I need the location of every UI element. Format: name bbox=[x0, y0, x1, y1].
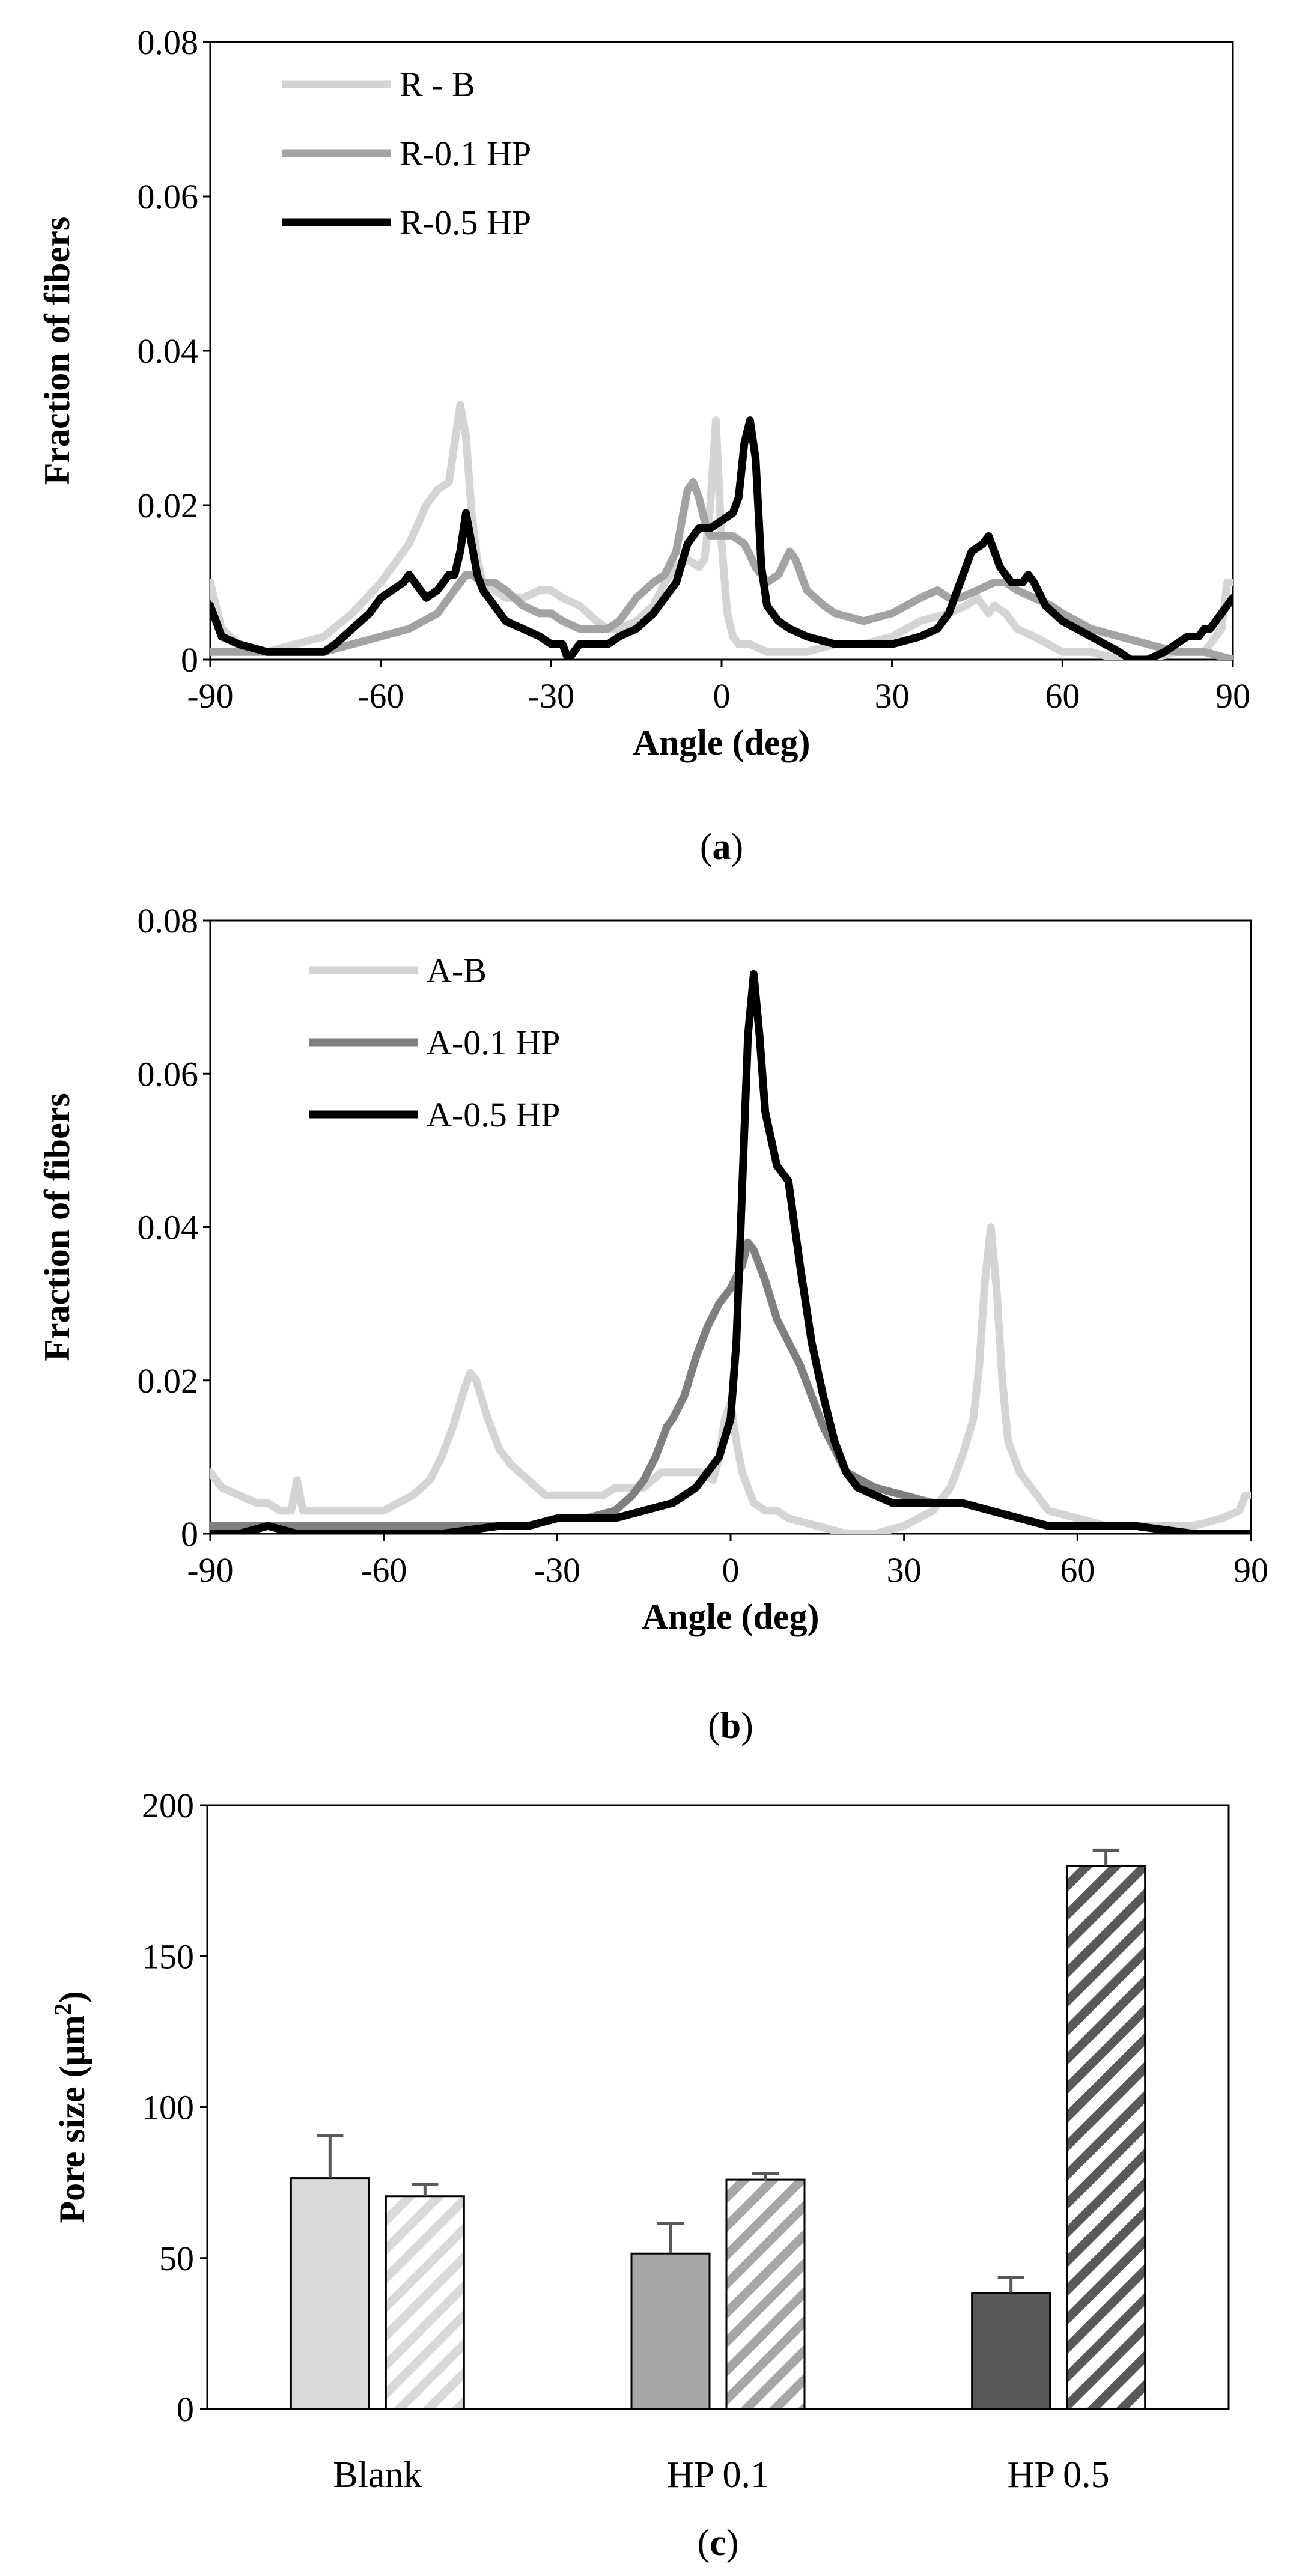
caption-letter: c bbox=[710, 2523, 726, 2563]
caption-close: ) bbox=[726, 2523, 739, 2563]
caption-close: ) bbox=[741, 1706, 753, 1746]
x-axis-label: Angle (deg) bbox=[642, 1597, 820, 1636]
bar-a-3 bbox=[1066, 1865, 1146, 2410]
x-tick-label: 30 bbox=[875, 676, 910, 715]
series-line-2 bbox=[210, 478, 1233, 660]
y-tick-label: 0 bbox=[177, 2390, 194, 2429]
legend-label-1: A-B bbox=[427, 951, 487, 990]
series-line-1 bbox=[210, 401, 1233, 660]
plot-area-frame bbox=[209, 919, 1252, 1535]
x-tick-label: -90 bbox=[187, 676, 233, 715]
y-tick-label: 0.02 bbox=[138, 486, 199, 525]
y-axis-label: Fraction of fibers bbox=[37, 217, 77, 485]
y-axis-label-close: ) bbox=[52, 1991, 92, 2003]
y-axis-label-sup: 2 bbox=[49, 2003, 76, 2015]
caption-open: ( bbox=[700, 827, 713, 867]
x-tick-label: -90 bbox=[187, 1551, 233, 1590]
y-tick-label: 0.06 bbox=[138, 1054, 199, 1093]
chart-a: 0 0.02 0.04 0.06 0.08 -90 -60 -30 0 30 60 90 Angle (… bbox=[37, 23, 1250, 867]
x-category-label: HP 0.1 bbox=[667, 2455, 769, 2496]
legend-label-3: R-0.5 HP bbox=[400, 203, 531, 242]
chart-b: 0 0.02 0.04 0.06 0.08 -90 -60 -30 0 30 60 90 Angle (… bbox=[37, 901, 1268, 1746]
y-tick-label: 0 bbox=[181, 1514, 198, 1554]
x-category-label: Blank bbox=[333, 2455, 422, 2496]
bar-r-1 bbox=[290, 2177, 370, 2410]
legend-label-2: R-0.1 HP bbox=[400, 134, 531, 173]
panel-caption: (a) bbox=[700, 827, 743, 867]
legend-label-3: A-0.5 HP bbox=[427, 1095, 560, 1134]
y-tick-label: 100 bbox=[142, 2088, 194, 2127]
y-axis-label: Pore size (μm2) bbox=[49, 1991, 92, 2223]
x-tick-label: 90 bbox=[1215, 676, 1250, 715]
chart-c: 0 50 100 150 200 Blank HP 0.1 HP 0.5 Pore size (… bbox=[49, 1786, 1230, 2563]
x-category-label: HP 0.5 bbox=[1008, 2455, 1110, 2496]
bar-r-3 bbox=[971, 2292, 1051, 2410]
legend-label-1: R - B bbox=[400, 65, 475, 104]
panel-caption: (b) bbox=[708, 1706, 753, 1746]
y-tick-label: 0.06 bbox=[138, 177, 199, 216]
x-tick-label: 90 bbox=[1233, 1551, 1268, 1590]
y-axis-label-main: Pore size (μm bbox=[52, 2015, 92, 2223]
y-tick-label: 150 bbox=[142, 1937, 194, 1976]
series-group bbox=[210, 970, 1251, 1534]
y-tick-label: 0.02 bbox=[138, 1361, 199, 1400]
y-tick-label: 0.04 bbox=[138, 332, 199, 371]
caption-open: ( bbox=[708, 1706, 720, 1746]
caption-open: ( bbox=[698, 2523, 710, 2563]
caption-letter: b bbox=[720, 1706, 741, 1746]
y-tick-label: 200 bbox=[142, 1786, 194, 1825]
y-tick-label: 50 bbox=[159, 2239, 194, 2278]
legend-label-2: A-0.1 HP bbox=[427, 1023, 560, 1062]
bar-a-2 bbox=[725, 2178, 806, 2410]
x-tick-label: -30 bbox=[528, 676, 574, 715]
panel-caption: (c) bbox=[698, 2523, 739, 2563]
x-axis-label: Angle (deg) bbox=[633, 723, 811, 762]
x-tick-label: 0 bbox=[722, 1551, 740, 1590]
x-tick-label: 30 bbox=[887, 1551, 922, 1590]
x-tick-label: -60 bbox=[357, 676, 404, 715]
y-tick-label: 0 bbox=[181, 640, 198, 679]
caption-letter: a bbox=[713, 827, 731, 867]
x-tick-label: 0 bbox=[713, 676, 731, 715]
x-tick-label: -60 bbox=[360, 1551, 407, 1590]
x-tick-label: -30 bbox=[534, 1551, 580, 1590]
bar-a-1 bbox=[385, 2195, 465, 2410]
y-axis-label: Fraction of fibers bbox=[37, 1093, 77, 1361]
x-tick-label: 60 bbox=[1060, 1551, 1095, 1590]
y-tick-label: 0.08 bbox=[138, 23, 199, 62]
series-line-3 bbox=[210, 416, 1233, 660]
x-tick-label: 60 bbox=[1045, 676, 1080, 715]
y-tick-label: 0.04 bbox=[138, 1208, 199, 1247]
series-line-3 bbox=[210, 970, 1251, 1534]
caption-close: ) bbox=[731, 827, 744, 867]
y-tick-label: 0.08 bbox=[138, 901, 199, 940]
bar-r-2 bbox=[630, 2252, 711, 2410]
series-line-1 bbox=[210, 1223, 1251, 1534]
series-group bbox=[210, 401, 1233, 660]
